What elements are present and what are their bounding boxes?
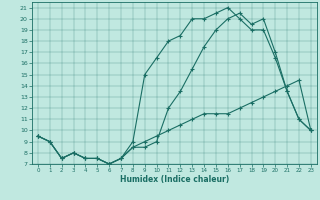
X-axis label: Humidex (Indice chaleur): Humidex (Indice chaleur) [120, 175, 229, 184]
